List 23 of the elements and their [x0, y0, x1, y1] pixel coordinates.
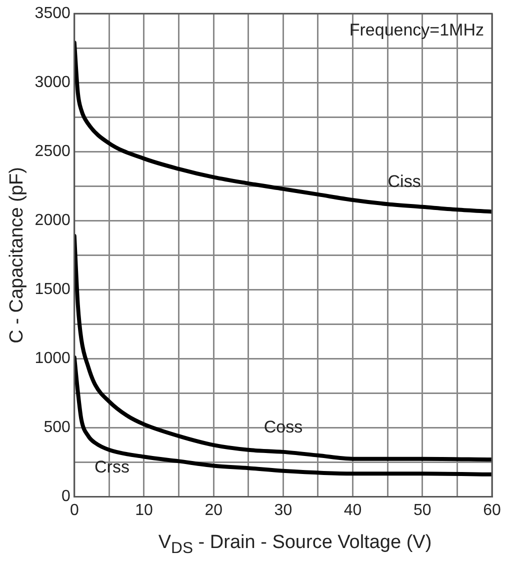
y-tick-label: 0	[61, 488, 70, 506]
series-label: Ciss	[388, 172, 421, 191]
x-tick-label: 40	[344, 502, 362, 519]
y-tick-label: 1500	[34, 281, 70, 298]
x-tick-label: 50	[414, 502, 432, 519]
y-tick-label: 2500	[34, 143, 70, 160]
x-tick-label: 20	[204, 502, 223, 519]
x-tick-label: 60	[483, 502, 501, 519]
y-tick-label: 1000	[34, 350, 70, 368]
series-label: Coss	[264, 418, 303, 437]
x-axis-title: V$_{DS}$ - Drain - Source Voltage (V)	[157, 532, 433, 558]
y-tick-label: 3500	[34, 5, 70, 22]
line-series	[74, 355, 492, 476]
x-tick-label: 10	[135, 502, 153, 519]
y-tick-label: 500	[44, 419, 70, 436]
annotation: Frequency=1MHz	[349, 20, 484, 40]
line-series	[74, 234, 492, 462]
y-tick-label: 3000	[34, 74, 70, 92]
series-label: Crss	[94, 458, 130, 477]
y-tick-label: 2000	[34, 212, 70, 230]
line-series	[74, 40, 492, 214]
y-axis-title: C - Capacitance (pF)	[6, 167, 28, 344]
x-tick-label: 30	[274, 502, 292, 519]
